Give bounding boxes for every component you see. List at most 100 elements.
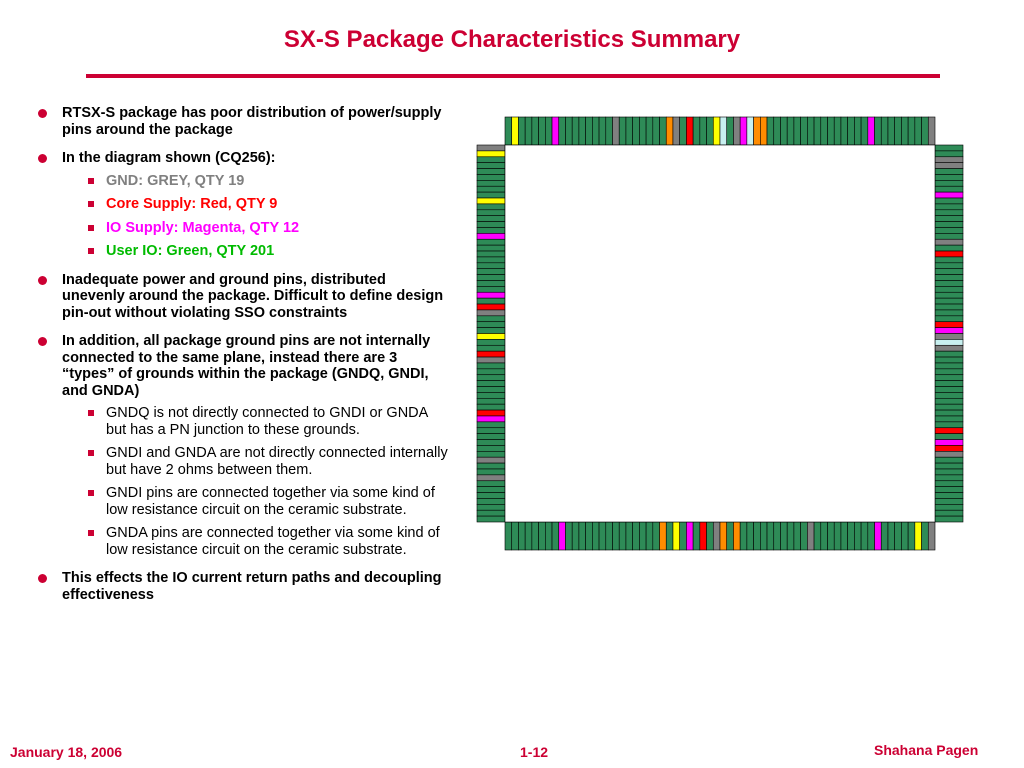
- pin-left: [476, 221, 506, 228]
- ground-note-text: GNDI and GNDA are not directly connected…: [106, 445, 448, 478]
- pin-right: [934, 427, 964, 434]
- pin-bottom: [760, 521, 768, 551]
- pin-left: [476, 280, 506, 287]
- pin-left: [476, 315, 506, 323]
- pin-top: [907, 116, 916, 146]
- pin-top: [692, 116, 701, 146]
- pin-bottom: [894, 521, 902, 551]
- bullet-text: Inadequate power and ground pins, distri…: [62, 271, 444, 321]
- pin-bottom: [887, 521, 895, 551]
- bullet-dot-icon: [38, 574, 47, 583]
- bullet-text: RTSX-S package has poor distribution of …: [62, 105, 442, 138]
- pin-right: [934, 150, 964, 158]
- pin-left: [476, 291, 506, 299]
- pin-bottom: [625, 521, 633, 551]
- pin-top: [860, 116, 869, 146]
- bullet-dot-icon: [38, 275, 47, 285]
- pin-left: [476, 256, 506, 264]
- pin-top: [699, 116, 707, 146]
- pin-bottom: [921, 521, 929, 551]
- pin-top: [780, 116, 788, 146]
- pin-right: [934, 339, 964, 346]
- pin-right: [934, 397, 964, 405]
- pin-top: [793, 116, 801, 146]
- legend-item-gnd: GND: GREY, QTY 19: [62, 173, 450, 190]
- pin-right: [934, 221, 964, 228]
- legend-text: Core Supply: Red, QTY 9: [106, 196, 278, 212]
- pin-top: [813, 116, 822, 146]
- pin-right: [934, 456, 964, 464]
- pin-top: [659, 116, 667, 146]
- pin-right: [934, 386, 964, 393]
- pin-right: [934, 309, 964, 317]
- pin-right: [934, 492, 964, 499]
- pin-left: [476, 374, 506, 381]
- pin-right: [934, 462, 964, 470]
- pin-left: [476, 468, 506, 476]
- pin-bottom: [786, 521, 795, 551]
- pin-top: [914, 116, 922, 146]
- pin-bottom: [686, 521, 694, 551]
- pin-left: [476, 297, 506, 305]
- pin-left: [476, 492, 506, 499]
- square-bullet-icon: [88, 177, 94, 184]
- pin-top: [880, 116, 889, 146]
- pin-top: [511, 116, 519, 146]
- pin-top: [672, 116, 680, 146]
- pin-bottom: [847, 521, 855, 551]
- pin-left: [476, 233, 506, 240]
- pin-right: [934, 468, 964, 476]
- pin-right: [934, 209, 964, 216]
- pin-right: [934, 256, 964, 264]
- pin-left: [476, 415, 506, 423]
- pin-top: [833, 116, 842, 146]
- pin-top: [585, 116, 593, 146]
- pin-top: [726, 116, 734, 146]
- pin-right: [934, 250, 964, 258]
- legend-text: GND: GREY, QTY 19: [106, 172, 245, 189]
- pin-bottom: [901, 521, 909, 551]
- pin-right: [934, 191, 964, 199]
- pin-right: [934, 197, 964, 205]
- square-bullet-icon: [88, 410, 94, 416]
- pin-top: [800, 116, 808, 146]
- pin-bottom: [558, 521, 566, 551]
- pin-right: [934, 162, 964, 169]
- pin-right: [934, 433, 964, 440]
- pin-right: [934, 362, 964, 370]
- pin-left: [476, 439, 506, 446]
- legend-text: IO Supply: Magenta, QTY 12: [106, 219, 300, 236]
- pin-bottom: [665, 521, 674, 551]
- pin-bottom: [914, 521, 922, 551]
- pin-left: [476, 168, 506, 175]
- pin-top: [679, 116, 687, 146]
- pin-top: [786, 116, 795, 146]
- pin-top: [665, 116, 674, 146]
- legend-item-user-io: User IO: Green, QTY 201: [62, 243, 450, 260]
- pin-bottom: [598, 521, 607, 551]
- pin-top: [874, 116, 882, 146]
- pin-left: [476, 191, 506, 199]
- pin-top: [558, 116, 566, 146]
- pin-top: [612, 116, 620, 146]
- pin-left: [476, 215, 506, 222]
- pin-bottom: [780, 521, 788, 551]
- pin-top: [867, 116, 875, 146]
- pin-top: [773, 116, 781, 146]
- pin-top: [927, 116, 936, 146]
- ground-notes-list: GNDQ is not directly connected to GNDI o…: [62, 405, 450, 558]
- pin-right: [934, 203, 964, 211]
- pin-left: [476, 368, 506, 376]
- pin-left: [476, 197, 506, 205]
- pin-left: [476, 174, 506, 181]
- pin-right: [934, 227, 964, 234]
- pin-left: [476, 409, 506, 417]
- pin-right: [934, 486, 964, 493]
- pin-bottom: [612, 521, 620, 551]
- title-divider: [86, 74, 940, 78]
- pin-bottom: [652, 521, 660, 551]
- pin-left: [476, 238, 506, 246]
- page-number: 1-12: [520, 744, 549, 760]
- bullet-text: This effects the IO current return paths…: [62, 570, 442, 603]
- pin-top: [518, 116, 526, 146]
